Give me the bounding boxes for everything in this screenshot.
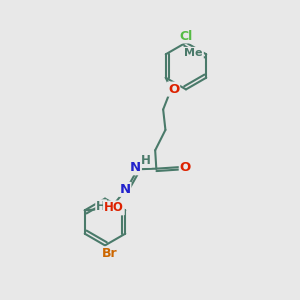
Text: H: H bbox=[96, 200, 106, 213]
Text: HO: HO bbox=[104, 201, 124, 214]
Text: H: H bbox=[141, 154, 151, 167]
Text: N: N bbox=[119, 183, 130, 196]
Text: N: N bbox=[130, 161, 141, 174]
Text: Me: Me bbox=[184, 48, 203, 58]
Text: Br: Br bbox=[102, 247, 117, 260]
Text: O: O bbox=[180, 161, 191, 174]
Text: O: O bbox=[168, 82, 179, 96]
Text: Cl: Cl bbox=[179, 29, 193, 43]
